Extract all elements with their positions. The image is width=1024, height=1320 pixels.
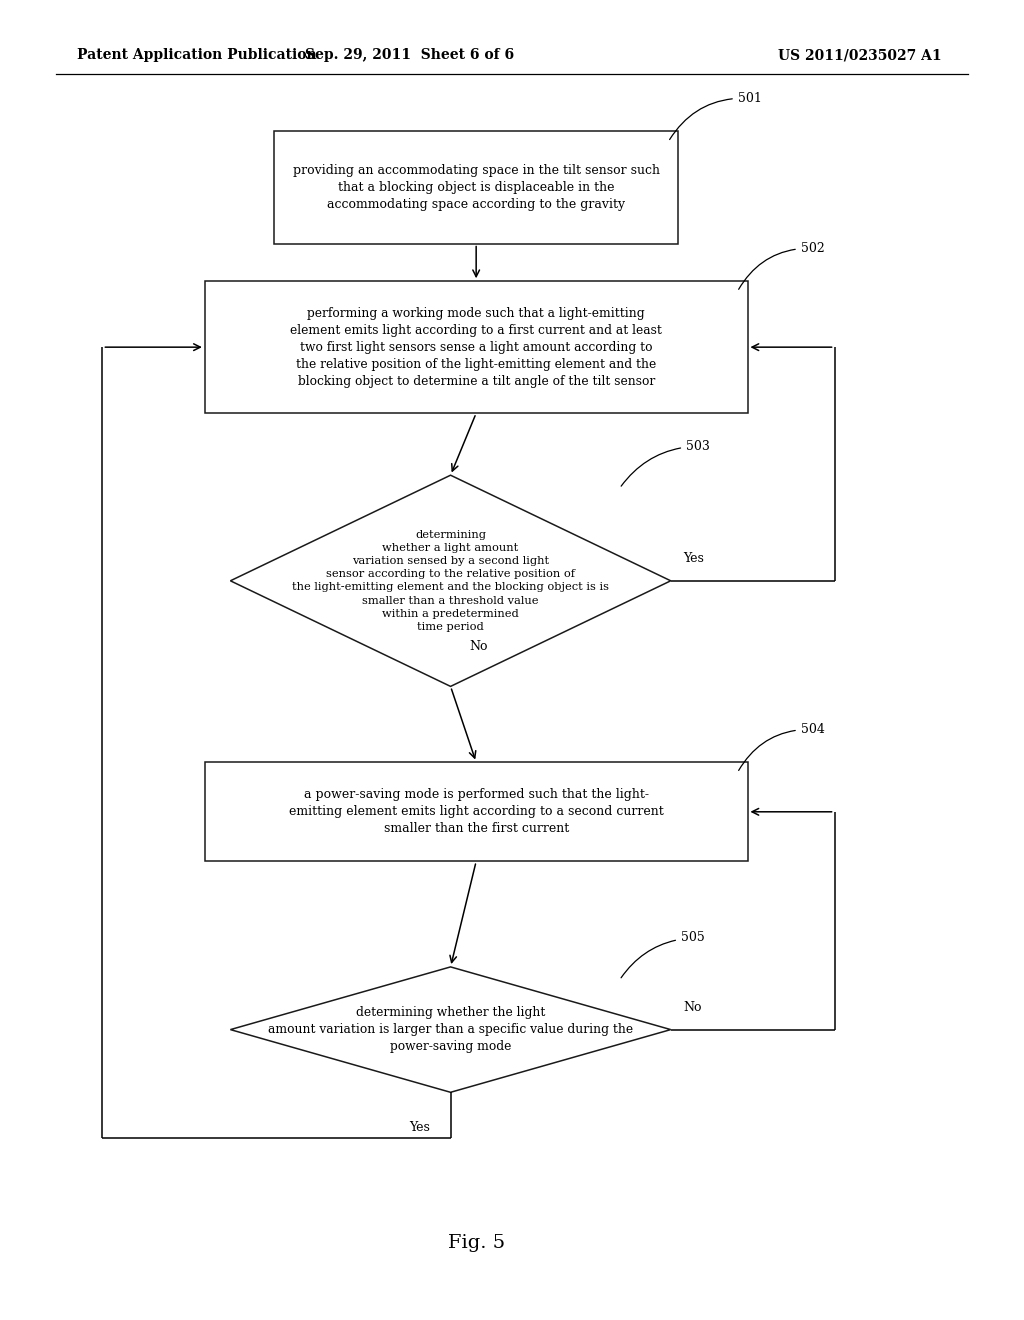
- Text: Yes: Yes: [410, 1122, 430, 1134]
- Text: Sep. 29, 2011  Sheet 6 of 6: Sep. 29, 2011 Sheet 6 of 6: [305, 49, 514, 62]
- Bar: [205, 762, 748, 861]
- Text: Fig. 5: Fig. 5: [447, 1234, 505, 1253]
- Text: Patent Application Publication: Patent Application Publication: [77, 49, 316, 62]
- Polygon shape: [230, 475, 671, 686]
- Text: US 2011/0235027 A1: US 2011/0235027 A1: [778, 49, 942, 62]
- Text: No: No: [469, 640, 487, 653]
- Bar: [205, 281, 748, 413]
- Text: 505: 505: [622, 932, 705, 978]
- Text: Yes: Yes: [683, 552, 703, 565]
- Text: 503: 503: [622, 440, 710, 486]
- Text: determining whether the light
amount variation is larger than a specific value d: determining whether the light amount var…: [268, 1006, 633, 1053]
- Text: a power-saving mode is performed such that the light-
emitting element emits lig: a power-saving mode is performed such th…: [289, 788, 664, 836]
- Text: No: No: [683, 1001, 701, 1014]
- Text: providing an accommodating space in the tilt sensor such
that a blocking object : providing an accommodating space in the …: [293, 164, 659, 211]
- Text: determining
whether a light amount
variation sensed by a second light
sensor acc: determining whether a light amount varia…: [292, 529, 609, 632]
- Bar: [274, 131, 679, 243]
- Text: performing a working mode such that a light-emitting
element emits light accordi: performing a working mode such that a li…: [290, 306, 663, 388]
- Text: 502: 502: [738, 242, 824, 289]
- Text: 501: 501: [670, 92, 762, 140]
- Text: 504: 504: [738, 723, 824, 771]
- Polygon shape: [230, 966, 671, 1093]
